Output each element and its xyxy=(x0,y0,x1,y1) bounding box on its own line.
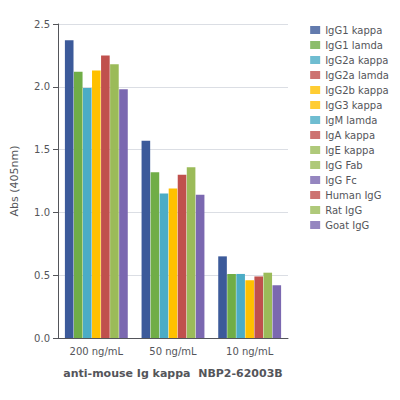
svg-text:Goat IgG: Goat IgG xyxy=(325,220,369,231)
svg-text:IgG Fab: IgG Fab xyxy=(325,160,363,171)
svg-text:IgG1 kappa: IgG1 kappa xyxy=(325,25,382,36)
svg-text:Human IgG: Human IgG xyxy=(325,190,381,201)
svg-text:IgA kappa: IgA kappa xyxy=(325,130,375,141)
svg-text:IgG2a lamda: IgG2a lamda xyxy=(325,70,389,81)
svg-text:IgE kappa: IgE kappa xyxy=(325,145,374,156)
svg-text:10 ng/mL: 10 ng/mL xyxy=(226,346,274,357)
svg-text:200 ng/mL: 200 ng/mL xyxy=(70,346,124,357)
svg-text:1.5: 1.5 xyxy=(34,144,50,155)
svg-text:50 ng/mL: 50 ng/mL xyxy=(149,346,197,357)
svg-text:IgG2a kappa: IgG2a kappa xyxy=(325,55,388,66)
svg-text:2.0: 2.0 xyxy=(34,81,50,92)
svg-text:Rat IgG: Rat IgG xyxy=(325,205,362,216)
svg-text:IgG1 lamda: IgG1 lamda xyxy=(325,40,383,51)
svg-text:anti-mouse Ig kappa NBP2-6200: anti-mouse Ig kappa NBP2-62003B xyxy=(63,367,282,380)
svg-text:0.5: 0.5 xyxy=(34,270,50,281)
svg-text:IgG2b kappa: IgG2b kappa xyxy=(325,85,389,96)
svg-text:IgG Fc: IgG Fc xyxy=(325,175,356,186)
svg-text:0.0: 0.0 xyxy=(34,333,50,344)
svg-text:IgG3 kappa: IgG3 kappa xyxy=(325,100,382,111)
svg-text:Abs (405nm): Abs (405nm) xyxy=(8,145,21,216)
svg-text:2.5: 2.5 xyxy=(34,19,50,30)
svg-text:1.0: 1.0 xyxy=(34,207,50,218)
svg-text:IgM lamda: IgM lamda xyxy=(325,115,377,126)
